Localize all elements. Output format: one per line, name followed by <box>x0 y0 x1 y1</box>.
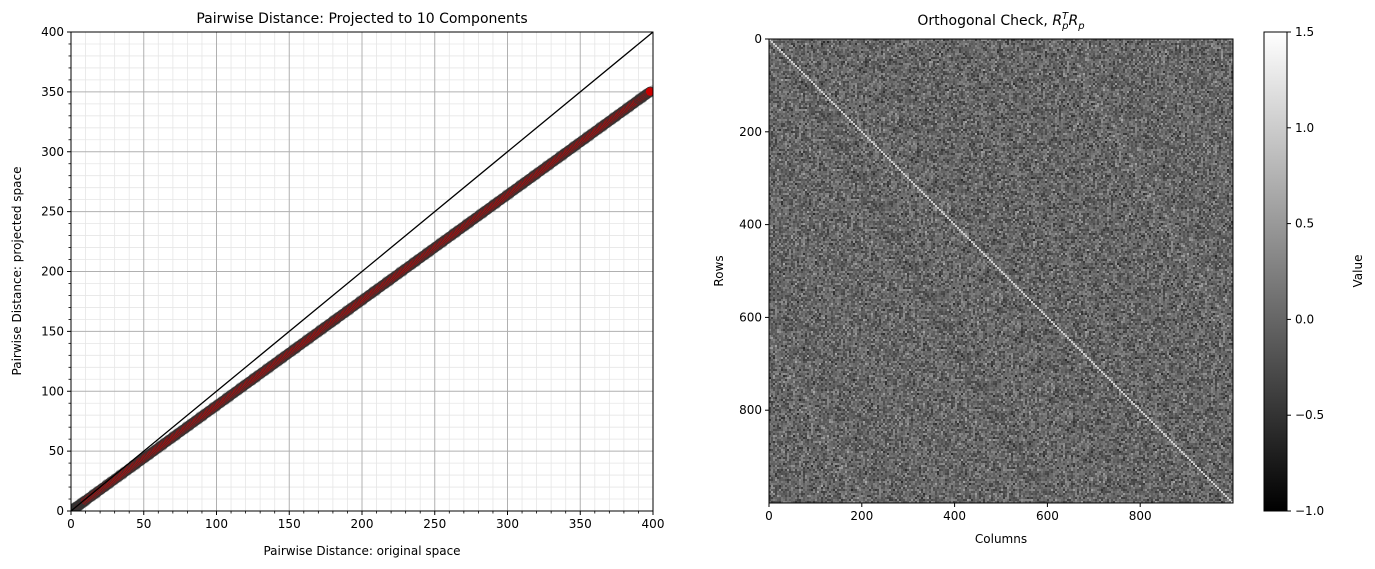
heatmap-x-tick-label: 400 <box>943 509 966 523</box>
scatter-chart: 0 50 100 150 200 250 300 350 400 0 50 100 150 200 250 3… <box>10 11 664 558</box>
y-tick-label: 200 <box>41 265 64 279</box>
heatmap-x-tick-label: 800 <box>1129 509 1152 523</box>
y-tick-label: 50 <box>49 444 64 458</box>
y-tick-label: 300 <box>41 145 64 159</box>
scatter-xlabel: Pairwise Distance: original space <box>263 544 460 558</box>
scatter-ylabel: Pairwise Distance: projected space <box>10 167 24 376</box>
y-tick-label: 150 <box>41 324 64 338</box>
colorbar: −1.0 −0.5 0.0 0.5 1.0 1.5 Value <box>1263 25 1365 518</box>
x-tick-label: 350 <box>569 517 592 531</box>
colorbar-tick-label: 1.0 <box>1295 121 1314 135</box>
heatmap-x-tick-label: 600 <box>1036 509 1059 523</box>
x-tick-label: 0 <box>67 517 75 531</box>
colorbar-label: Value <box>1351 255 1365 288</box>
x-tick-label: 200 <box>351 517 374 531</box>
scatter-ticks: 0 50 100 150 200 250 300 350 400 0 50 100 150 200 250 3… <box>41 25 664 531</box>
x-tick-label: 400 <box>642 517 665 531</box>
scatter-title: Pairwise Distance: Projected to 10 Compo… <box>196 11 527 27</box>
colorbar-ticks: −1.0 −0.5 0.0 0.5 1.0 1.5 <box>1287 25 1324 518</box>
heatmap-x-tick-label: 200 <box>850 509 873 523</box>
y-tick-label: 250 <box>41 205 64 219</box>
colorbar-tick-label: 1.5 <box>1295 25 1314 39</box>
heatmap-axes-frame <box>768 38 1234 504</box>
x-tick-label: 100 <box>205 517 228 531</box>
reference-line <box>71 32 653 511</box>
heatmap-xlabel: Columns <box>975 532 1027 546</box>
heatmap-y-tick-label: 600 <box>739 310 762 324</box>
heatmap-image <box>769 39 1233 503</box>
heatmap-ylabel: Rows <box>712 255 726 286</box>
y-tick-label: 100 <box>41 384 64 398</box>
colorbar-tick-label: −0.5 <box>1295 408 1324 422</box>
y-tick-label: 350 <box>41 85 64 99</box>
colorbar-tick-label: −1.0 <box>1295 504 1324 518</box>
x-tick-label: 250 <box>423 517 446 531</box>
y-tick-label: 400 <box>41 25 64 39</box>
x-tick-label: 50 <box>136 517 151 531</box>
x-tick-label: 300 <box>496 517 519 531</box>
heatmap-x-tick-label: 0 <box>765 509 773 523</box>
heatmap-title: Orthogonal Check, RT pRp <box>917 11 1084 32</box>
colorbar-tick-label: 0.5 <box>1295 217 1314 231</box>
colorbar-gradient <box>1263 31 1288 512</box>
x-tick-label: 150 <box>278 517 301 531</box>
heatmap-ticks: 0 200 400 600 800 0 200 400 600 800 <box>739 32 1152 523</box>
heatmap-y-tick-label: 0 <box>754 32 762 46</box>
heatmap-chart: 0 200 400 600 800 0 200 400 600 800 Orthogonal Ch… <box>712 11 1234 546</box>
y-tick-label: 0 <box>56 504 64 518</box>
heatmap-y-tick-label: 200 <box>739 125 762 139</box>
scatter-point <box>645 86 653 97</box>
scatter-points <box>71 85 653 511</box>
heatmap-y-tick-label: 800 <box>739 403 762 417</box>
heatmap-y-tick-label: 400 <box>739 218 762 232</box>
colorbar-tick-label: 0.0 <box>1295 312 1314 326</box>
